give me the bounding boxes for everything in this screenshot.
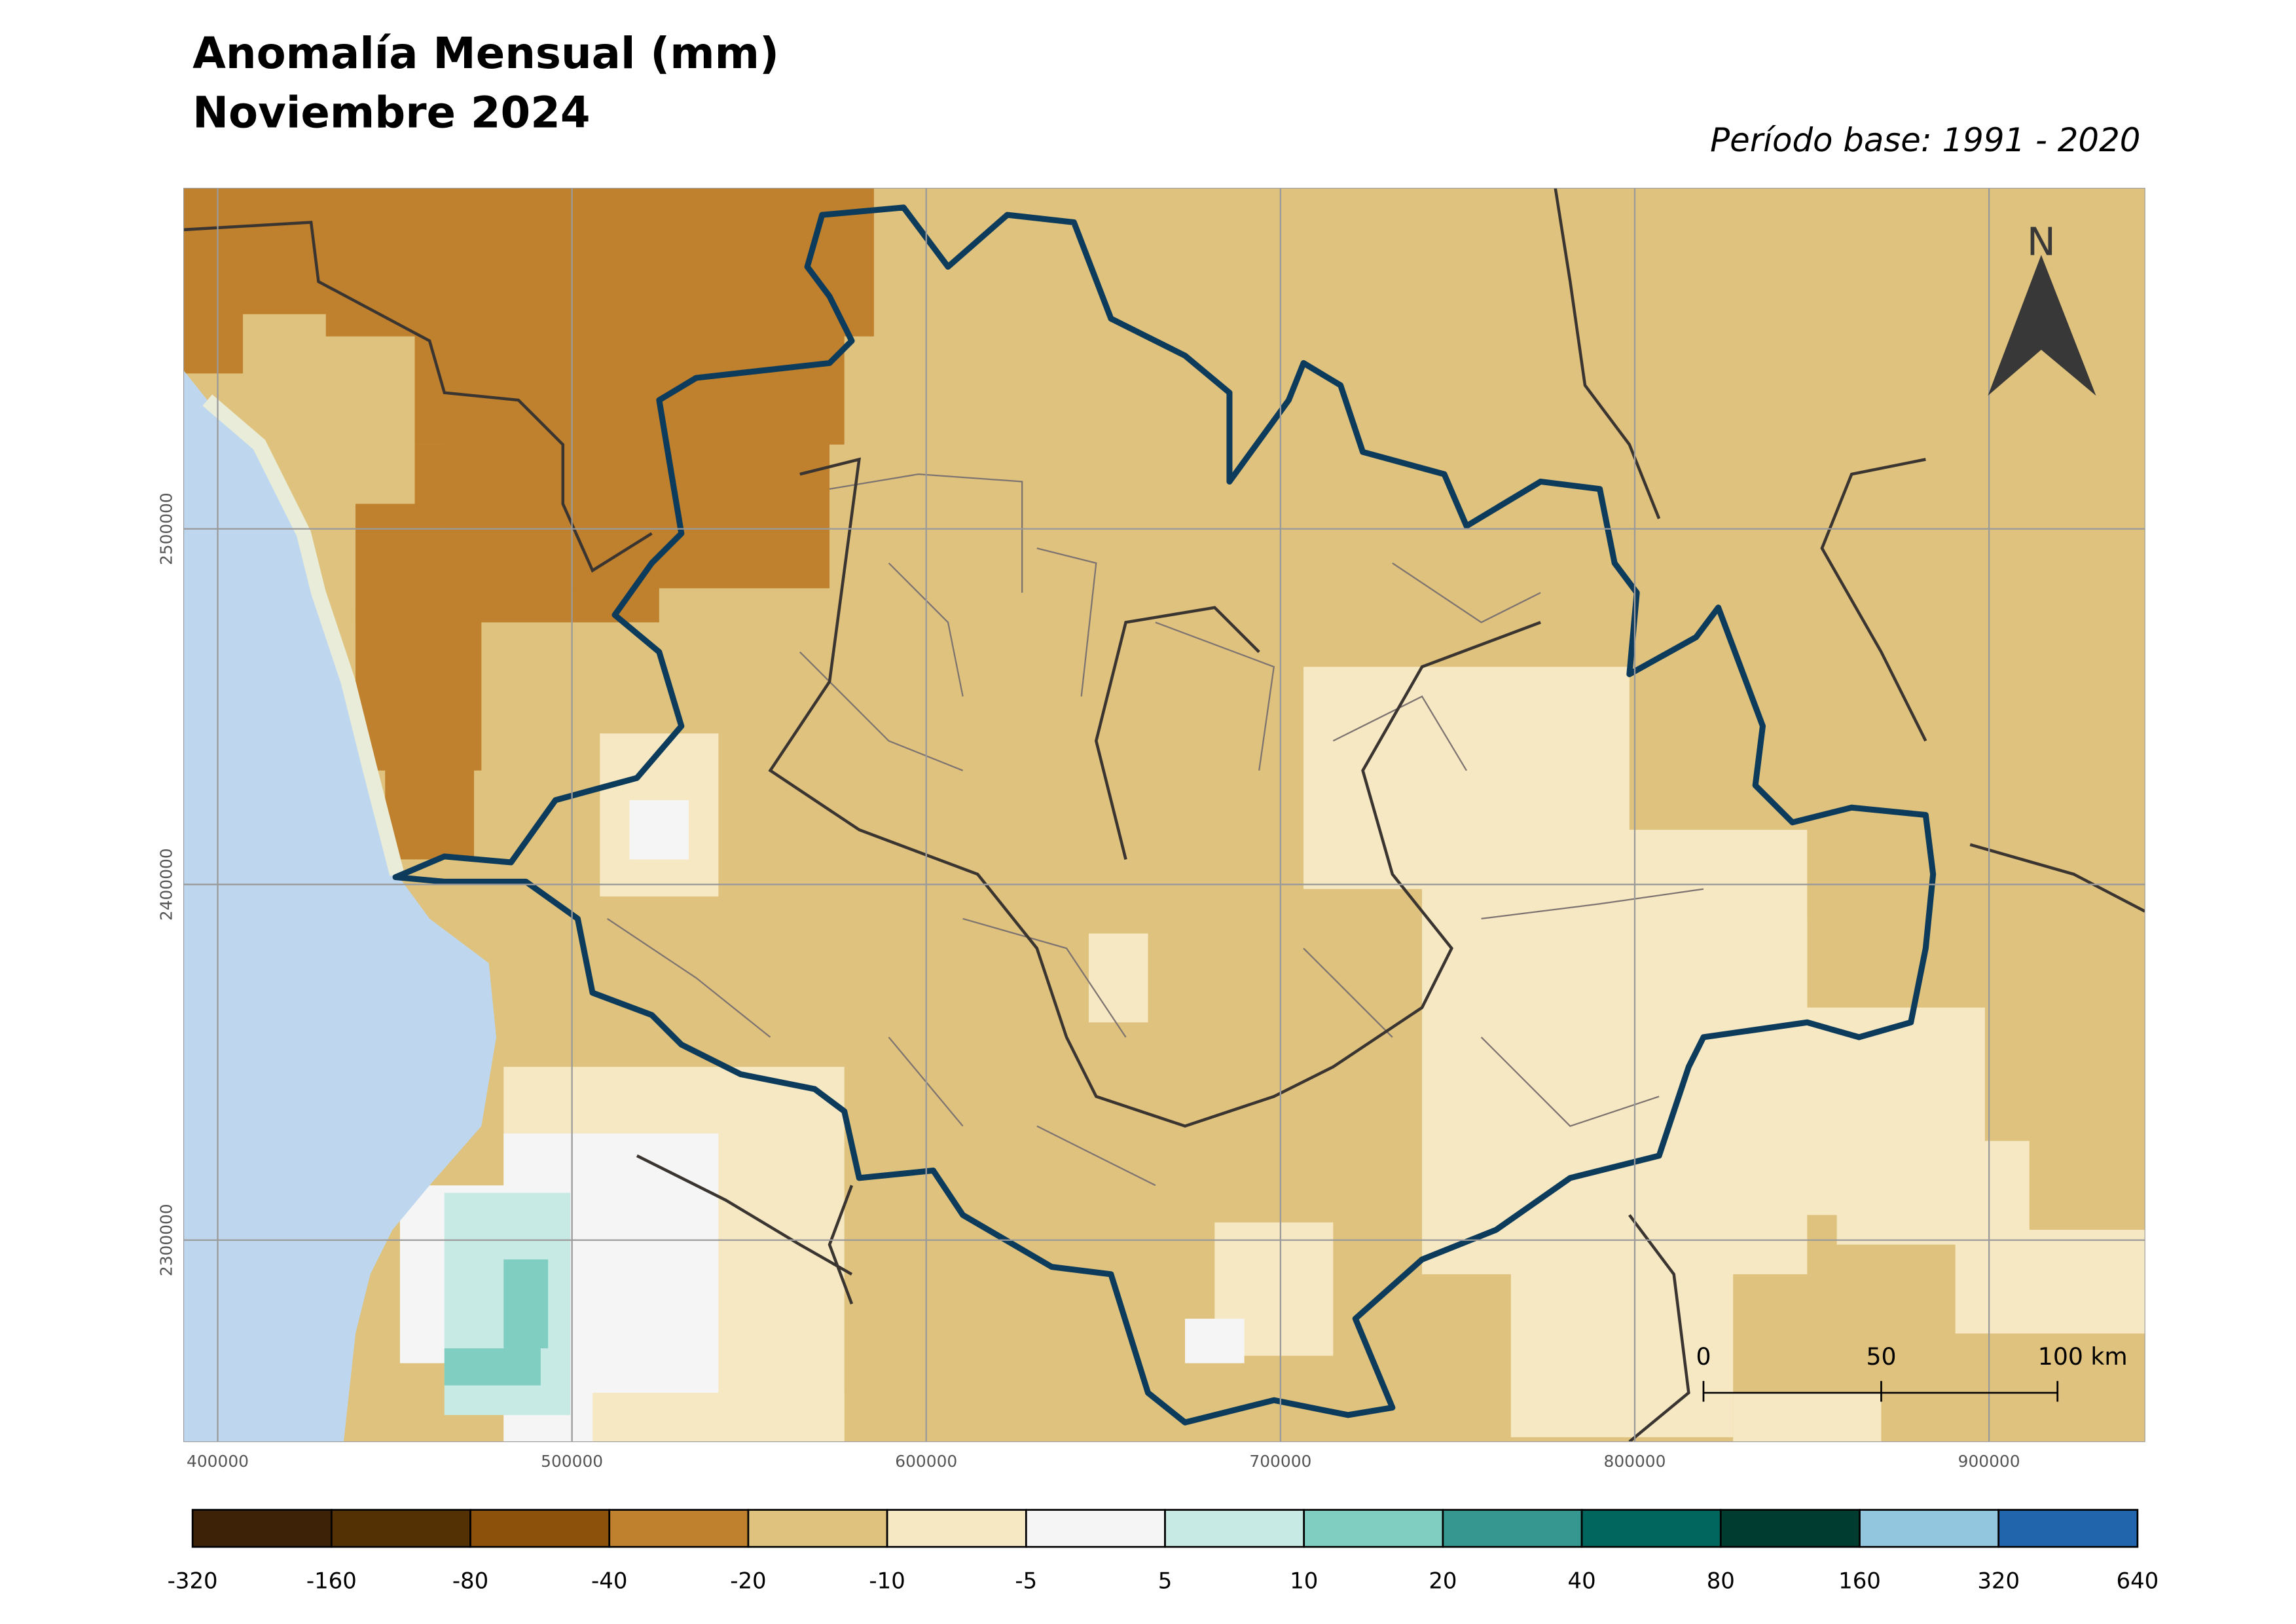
anomaly-cell xyxy=(1088,933,1148,1023)
x-tick-label: 900000 xyxy=(1958,1452,2020,1471)
legend-label: 640 xyxy=(2117,1569,2159,1595)
legend-swatch xyxy=(1580,1509,1722,1548)
legend-swatch xyxy=(330,1509,471,1548)
x-tick-label: 500000 xyxy=(541,1452,603,1471)
anomaly-cell xyxy=(503,1259,549,1349)
scale-label: 100 km xyxy=(2038,1342,2128,1371)
anomaly-cell xyxy=(1510,1230,1734,1437)
legend-swatch xyxy=(1025,1509,1166,1548)
anomaly-cell xyxy=(385,741,475,860)
legend-swatch xyxy=(1719,1509,1861,1548)
x-tick-label: 800000 xyxy=(1604,1452,1666,1471)
y-tick-label: 2400000 xyxy=(156,848,175,921)
x-tick-label: 400000 xyxy=(187,1452,249,1471)
map-area xyxy=(183,188,2145,1442)
y-tick-label: 2300000 xyxy=(156,1204,175,1276)
anomaly-cell xyxy=(444,1348,541,1386)
anomaly-cell xyxy=(629,800,689,860)
title-line: Noviembre 2024 xyxy=(192,88,590,138)
legend-swatch xyxy=(1442,1509,1583,1548)
legend-swatch xyxy=(469,1509,611,1548)
legend-swatch xyxy=(747,1509,888,1548)
anomaly-cell xyxy=(444,188,830,589)
legend-swatch xyxy=(1859,1509,2000,1548)
legend-label: 320 xyxy=(1977,1569,2020,1595)
legend-label: -5 xyxy=(1015,1569,1037,1595)
legend-swatch xyxy=(886,1509,1027,1548)
legend-label: 80 xyxy=(1707,1569,1735,1595)
region-outline xyxy=(392,204,1937,1426)
legend-label: -80 xyxy=(452,1569,488,1595)
legend-label: -20 xyxy=(730,1569,766,1595)
legend-label: 10 xyxy=(1290,1569,1318,1595)
state-boundary xyxy=(183,188,2145,1442)
anomaly-cell xyxy=(183,188,244,374)
anomaly-cell xyxy=(592,1392,845,1442)
map-frame xyxy=(183,187,2145,1443)
legend-label: 40 xyxy=(1568,1569,1596,1595)
legend: -320 -160 -80 -40 -20 -10 -5 5 10 20 40 80 160 320 640 xyxy=(168,1509,2159,1595)
scale-bar: 0 50 100 km xyxy=(1696,1342,2128,1402)
x-tick-label: 700000 xyxy=(1249,1452,1311,1471)
ocean xyxy=(183,370,496,1442)
anomaly-cell xyxy=(1185,1318,1245,1363)
anomaly-cell xyxy=(607,444,667,519)
legend-label: -320 xyxy=(168,1569,218,1595)
legend-label: 20 xyxy=(1429,1569,1457,1595)
anomaly-cell xyxy=(1955,1230,2145,1334)
legend-label: 5 xyxy=(1158,1569,1173,1595)
legend-swatch xyxy=(1997,1509,2139,1548)
north-arrow: N xyxy=(1988,219,2096,396)
legend-swatch xyxy=(191,1509,333,1548)
x-tick-label: 600000 xyxy=(895,1452,957,1471)
coast xyxy=(202,394,405,876)
scale-label: 0 xyxy=(1696,1342,1711,1371)
anomaly-cell xyxy=(1836,1141,2030,1245)
anomaly-cell xyxy=(1733,1392,1882,1442)
legend-swatch xyxy=(1303,1509,1444,1548)
scale-label: 50 xyxy=(1866,1342,1896,1371)
y-tick-label: 2500000 xyxy=(156,492,175,565)
legend-swatch xyxy=(1164,1509,1305,1548)
title-line: Anomalía Mensual (mm) xyxy=(192,29,779,79)
base-period: Período base: 1991 - 2020 xyxy=(1710,121,2140,159)
legend-label: -160 xyxy=(306,1569,357,1595)
north-label: N xyxy=(2027,219,2056,264)
legend-label: -10 xyxy=(869,1569,905,1595)
legend-swatch xyxy=(608,1509,750,1548)
legend-label: 160 xyxy=(1838,1569,1881,1595)
legend-label: -40 xyxy=(591,1569,627,1595)
